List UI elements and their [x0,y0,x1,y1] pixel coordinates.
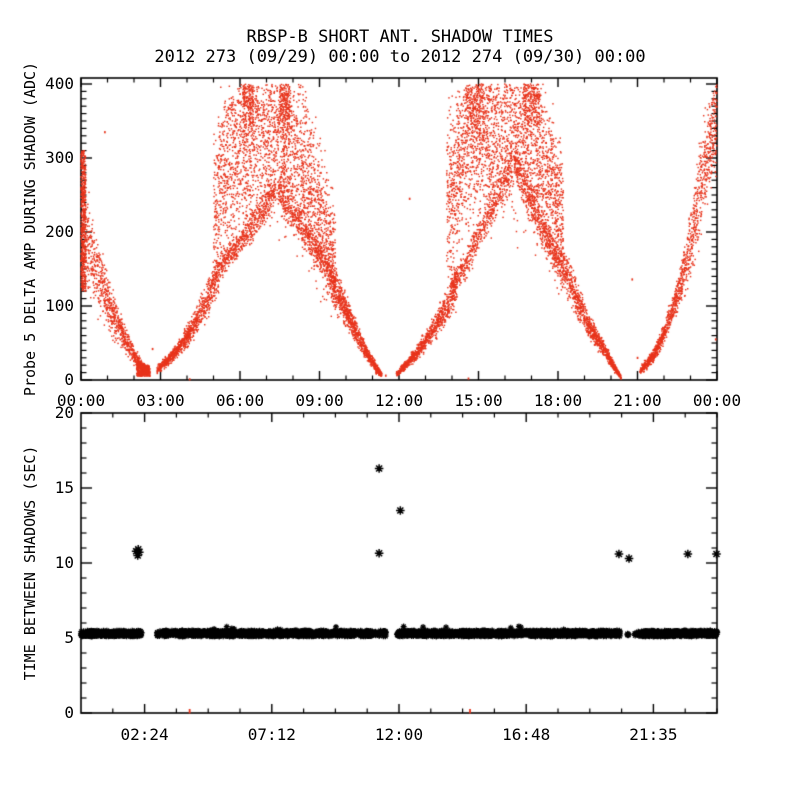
chart-title-line2: 2012 273 (09/29) 00:00 to 2012 274 (09/3… [154,47,646,67]
bottom-x-tick-label: 12:00 [374,725,424,744]
chart-title-line1: RBSP-B SHORT ANT. SHADOW TIMES [246,27,554,47]
bottom-y-tick-label: 0 [64,703,74,722]
top-y-tick-label: 400 [45,74,74,93]
bottom-x-tick-label: 16:48 [502,725,551,744]
top-x-tick-label: 18:00 [533,391,583,410]
top-y-tick-label: 300 [45,148,74,167]
bottom-y-tick-label: 10 [54,553,74,572]
top-x-tick-label: 00:00 [692,391,742,410]
bottom-y-tick-label: 15 [54,478,74,497]
bottom-x-tick-label: 02:24 [120,725,169,744]
top-y-tick-label: 0 [64,370,74,389]
top-x-tick-label: 15:00 [454,391,503,410]
bottom-x-tick-label: 21:35 [629,725,678,744]
top-x-tick-label: 03:00 [136,391,185,410]
top-x-tick-label: 12:00 [374,391,424,410]
top-y-tick-label: 100 [45,296,74,315]
bottom-y-tick-label: 20 [54,403,74,422]
bottom-y-tick-label: 5 [64,628,74,647]
top-x-tick-label: 06:00 [215,391,265,410]
top-x-tick-label: 09:00 [295,391,344,410]
bottom-x-tick-label: 07:12 [247,725,296,744]
top-x-tick-label: 00:00 [56,391,106,410]
top-y-tick-label: 200 [45,222,74,241]
top-x-tick-label: 21:00 [613,391,662,410]
